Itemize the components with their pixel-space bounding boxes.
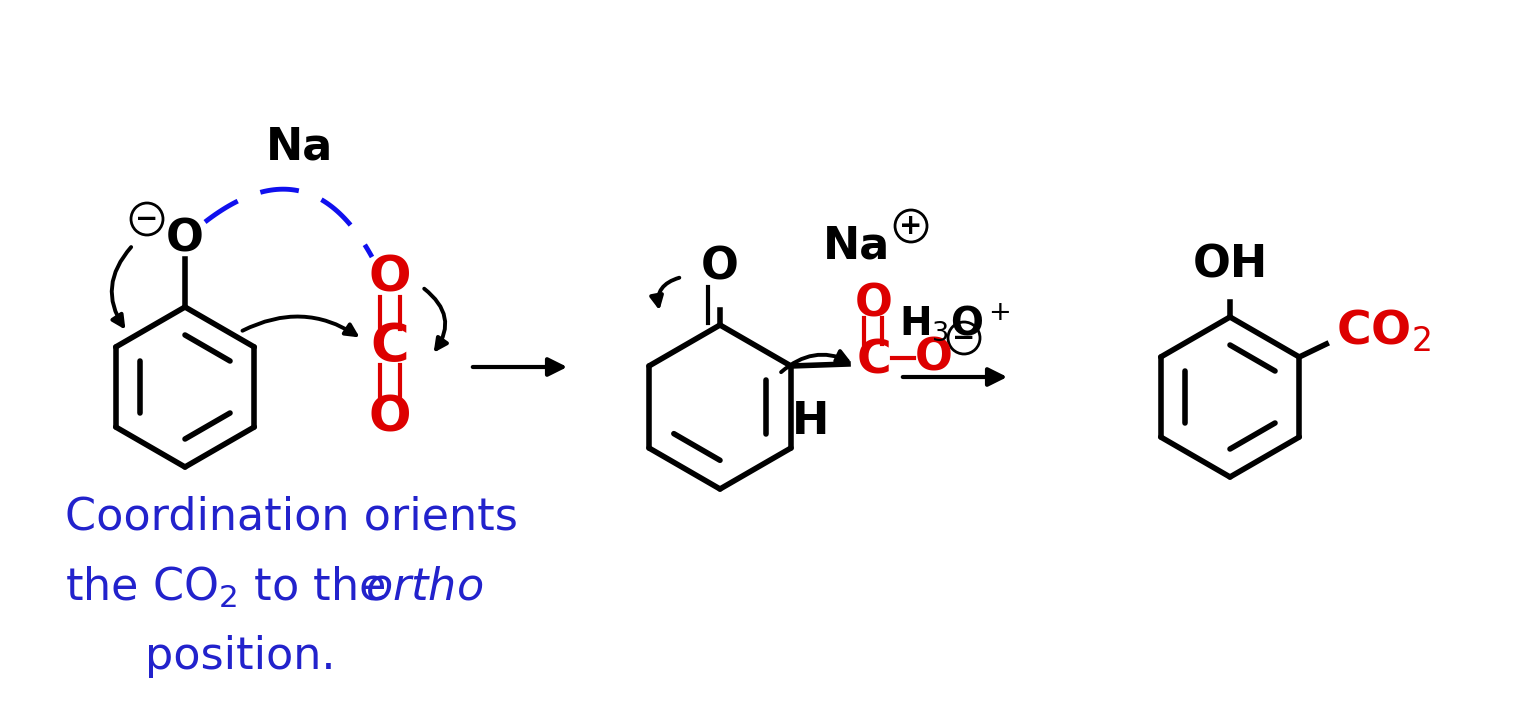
- Text: −: −: [136, 205, 158, 233]
- Text: $\it{ortho}$: $\it{ortho}$: [366, 566, 483, 609]
- Text: Coordination orients: Coordination orients: [66, 496, 518, 539]
- Text: +: +: [899, 212, 922, 240]
- Text: OH: OH: [1192, 243, 1268, 286]
- Text: the CO$_2$ to the: the CO$_2$ to the: [66, 564, 387, 609]
- Text: H: H: [792, 399, 829, 443]
- Text: CO$_2$: CO$_2$: [1337, 308, 1431, 354]
- Text: O: O: [701, 245, 739, 288]
- Text: C: C: [856, 339, 892, 383]
- Text: O: O: [369, 253, 411, 301]
- Text: O: O: [855, 283, 893, 325]
- Text: C: C: [370, 321, 410, 373]
- Text: H$_3$O$^+$: H$_3$O$^+$: [899, 301, 1010, 343]
- Text: position.: position.: [145, 636, 335, 679]
- Text: O: O: [914, 337, 952, 380]
- Text: O: O: [166, 218, 204, 260]
- Text: O: O: [369, 393, 411, 441]
- Text: −: −: [952, 324, 975, 352]
- Text: Na: Na: [823, 225, 890, 267]
- Text: Na: Na: [267, 126, 334, 168]
